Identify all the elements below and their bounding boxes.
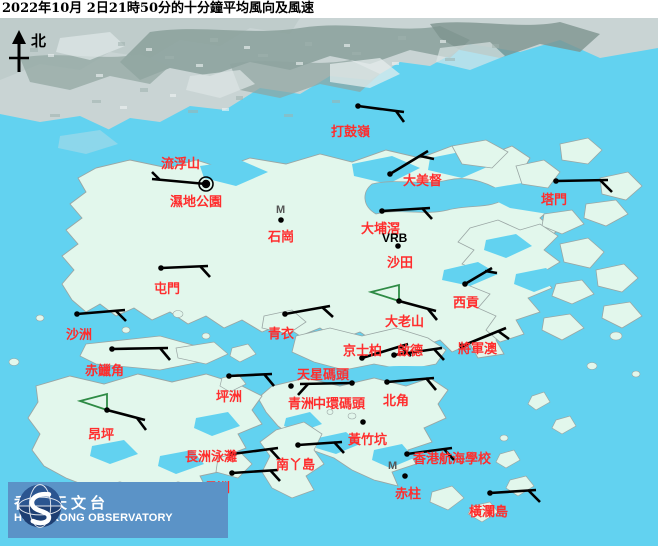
station-label-kings-park: 京士柏 — [343, 344, 383, 359]
observatory-emblem-icon — [18, 484, 62, 528]
station-label-lau-fau-shan: 流浮山 — [161, 157, 201, 172]
station-label-tuen-mun: 屯門 — [154, 282, 181, 297]
station-label-kai-tak: 啟德 — [397, 344, 424, 359]
variable-wind-flag-sha-tin: VRB — [382, 231, 408, 245]
station-label-green-island: 青洲 — [288, 397, 315, 412]
station-label-lamma-island: 南丫島 — [276, 458, 316, 473]
station-label-tap-mun: 塔門 — [541, 193, 568, 208]
station-label-sha-tin: 沙田 — [387, 256, 414, 271]
missing-data-flag-stanley: M — [388, 460, 398, 472]
station-label-north-point: 北角 — [383, 394, 410, 409]
wetland-park-symbol — [198, 176, 214, 192]
north-arrow: 北 — [5, 28, 75, 76]
station-markers — [74, 103, 559, 496]
page-title: 2022年10月 2日21時50分的十分鐘平均風向及風速 — [0, 0, 658, 18]
station-label-tsing-yi: 青衣 — [268, 327, 295, 342]
station-label-hk-sea-school: 香港航海學校 — [413, 452, 492, 467]
hong-kong-observatory-logo: 香港天文台 HONG KONG OBSERVATORY — [8, 482, 228, 538]
station-label-star-ferry: 天星碼頭 — [297, 368, 350, 383]
station-label-sha-chau: 沙洲 — [66, 328, 93, 343]
mainland-satellite-layer — [0, 18, 658, 158]
pennant-group — [76, 283, 439, 431]
station-label-wetland-park: 濕地公園 — [170, 195, 223, 210]
station-label-tates-cairn: 大老山 — [385, 315, 425, 330]
wind-barbs-layer — [74, 103, 613, 503]
station-label-shek-kong: 石崗 — [268, 230, 295, 245]
station-label-wong-chuk-hang: 黃竹坑 — [348, 433, 388, 448]
north-arrow-icon — [9, 30, 29, 72]
station-label-tai-po-kau: 大埔滘 — [361, 222, 401, 237]
north-label: 北 — [31, 32, 47, 50]
station-label-ta-kwu-ling: 打鼓嶺 — [331, 125, 371, 140]
station-label-central-pier: 中環碼頭 — [313, 397, 366, 412]
station-label-ngong-ping: 昂坪 — [88, 428, 115, 443]
station-label-stanley: 赤柱 — [395, 487, 422, 502]
map-canvas[interactable]: 北 打鼓嶺 流浮山 濕地公園 大美督 塔門 石崗 大埔滘 沙田 屯門 西貢 沙洲… — [0, 18, 658, 546]
station-label-peng-chau: 坪洲 — [216, 390, 243, 405]
station-label-tai-mei-tuk: 大美督 — [403, 174, 443, 189]
station-label-sai-kung: 西貢 — [453, 296, 480, 311]
station-label-waglan-island: 橫瀾島 — [469, 505, 509, 520]
station-label-cheung-chau-beach: 長洲泳灘 — [185, 450, 238, 465]
map-geography — [0, 18, 658, 546]
missing-data-flag-shek-kong: M — [276, 204, 286, 216]
station-label-chek-lap-kok: 赤鱲角 — [85, 364, 125, 379]
station-label-tseung-kwan-o: 將軍澳 — [458, 342, 498, 357]
